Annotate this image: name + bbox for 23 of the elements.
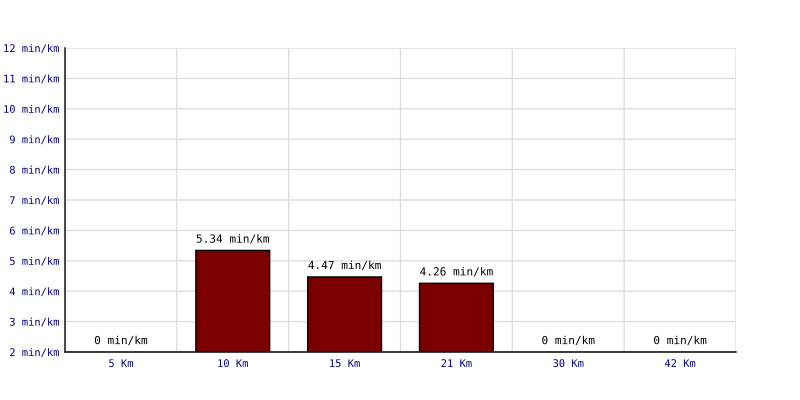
y-tick-label: 5 min/km <box>10 256 59 266</box>
x-tick-label: 5 Km <box>109 359 133 368</box>
y-tick-label: 11 min/km <box>4 74 59 84</box>
y-tick-label: 7 min/km <box>10 196 59 205</box>
text: 0 min/km <box>542 336 594 346</box>
y-tick-label: 12 min/km <box>4 44 59 53</box>
y-tick-label: 9 min/km <box>10 135 59 144</box>
data-label: 4.26 min/km <box>420 266 493 276</box>
y-tick-label: 3 min/km <box>10 318 59 327</box>
y-tick-label: 4 min/km <box>10 287 59 296</box>
x-tick-label: 10 Km <box>218 359 248 368</box>
text: 0 min/km <box>654 336 706 346</box>
x-tick-label: 30 Km <box>553 359 584 368</box>
x-tick-label: 15 Km <box>330 359 360 368</box>
data-label: 4.47 min/km <box>308 260 381 270</box>
y-tick-label: 2 min/km <box>10 348 59 357</box>
y-tick-label: 6 min/km <box>10 226 59 236</box>
y-tick-label: 10 min/km <box>4 104 59 114</box>
text: 0 min/km <box>94 336 148 346</box>
x-tick-label: 21 Km <box>442 359 472 367</box>
data-label: 5.34 min/km <box>196 234 270 244</box>
y-tick-label: 8 min/km <box>10 166 59 175</box>
x-tick-label: 42 Km <box>664 359 696 367</box>
